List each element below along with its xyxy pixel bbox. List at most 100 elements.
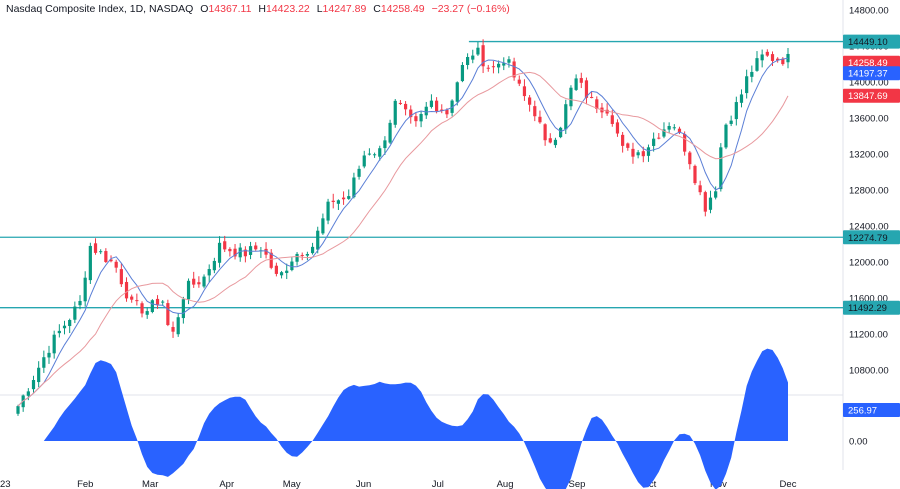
candle-body [507,59,511,63]
x-tick-label: 23 [0,479,11,489]
candle-body [223,241,227,250]
candle-body [497,63,501,68]
candle-body [693,165,697,184]
candle-body [434,100,439,112]
candle-body [228,248,232,252]
candle-body [212,260,216,271]
x-tick-label: Aug [497,479,514,489]
candle-body [62,325,67,329]
candle-body [207,269,211,276]
candle-body [548,138,552,143]
candle-body [186,280,191,300]
high-key: H [258,3,266,15]
candle-body [419,113,423,122]
candles [16,39,790,416]
candle-body [667,126,671,130]
level-price-tag: 12274.79 [843,230,900,245]
candle-body [440,109,444,111]
candle-body [750,71,754,77]
candle-body [378,148,382,157]
candle-body [104,251,108,262]
candle-body [543,124,547,141]
candle-body [73,306,77,320]
candle-body [248,246,253,255]
candle-body [238,247,242,258]
candle-body [130,296,134,300]
svg-text:256.97: 256.97 [848,406,877,417]
candle-body [569,87,573,107]
candle-body [450,100,454,113]
x-tick-label: Jul [432,479,444,489]
y-tick-label: 11200.00 [849,330,888,341]
candle-body [124,281,129,299]
candle-body [703,192,707,212]
candle-body [52,334,56,354]
y-tick-label: 12400.00 [849,222,889,233]
candle-body [264,248,268,255]
candle-body [68,319,72,327]
candle-body [83,277,87,302]
candle-body [481,45,485,67]
candle-body [202,276,206,287]
candle-body [300,254,304,256]
candle-body [465,56,470,66]
candle-body [698,185,702,193]
oscillator-area [0,348,788,489]
fast-moving-average [17,57,789,407]
candle-body [357,168,361,177]
candle-body [677,128,682,133]
candle-body [502,63,506,66]
y-tick-label: 10800.00 [849,366,889,377]
candle-body [372,154,377,156]
candle-body [729,120,733,124]
candle-body [646,147,651,156]
candle-body [295,253,299,262]
candle-body [305,253,309,256]
candle-body [42,357,46,368]
candle-body [321,218,325,234]
x-tick-label: Sep [568,479,585,489]
x-tick-label: Dec [780,479,797,489]
candle-body [533,106,537,117]
slow-moving-average [17,71,789,407]
candle-body [393,100,397,125]
candle-body [414,116,418,122]
candle-body [662,129,666,137]
candle-body [145,311,149,315]
chart-title: Nasdaq Composite Index, 1D, NASDAQ [6,3,194,15]
candle-body [584,80,589,98]
y-tick-label: 13200.00 [849,150,889,161]
candle-body [770,54,775,61]
candle-body [26,391,30,396]
candle-body [688,152,692,165]
candle-body [31,380,36,390]
candle-body [362,155,366,167]
candle-body [781,58,785,65]
candle-body [755,58,759,71]
x-tick-label: Feb [77,479,93,489]
candle-body [765,51,769,56]
candle-body [724,124,728,148]
y-tick-label: 12800.00 [849,186,889,197]
candle-body [290,261,294,271]
candle-body [336,200,341,204]
candle-body [331,200,335,202]
candle-body [672,127,676,129]
candle-body [119,269,123,285]
svg-text:14449.10: 14449.10 [848,37,888,48]
candle-body [388,122,392,143]
candle-body [233,248,237,257]
candle-body [367,153,372,155]
x-tick-label: Mar [142,479,158,489]
candle-body [579,78,583,83]
candle-body [57,330,61,334]
candle-body [326,201,330,221]
candle-body [610,115,614,124]
y-tick-label: 13600.00 [849,114,889,125]
candle-body [341,197,346,200]
candle-body [714,191,718,198]
candle-body [776,58,780,61]
candle-body [491,66,496,68]
candle-body [347,196,351,199]
